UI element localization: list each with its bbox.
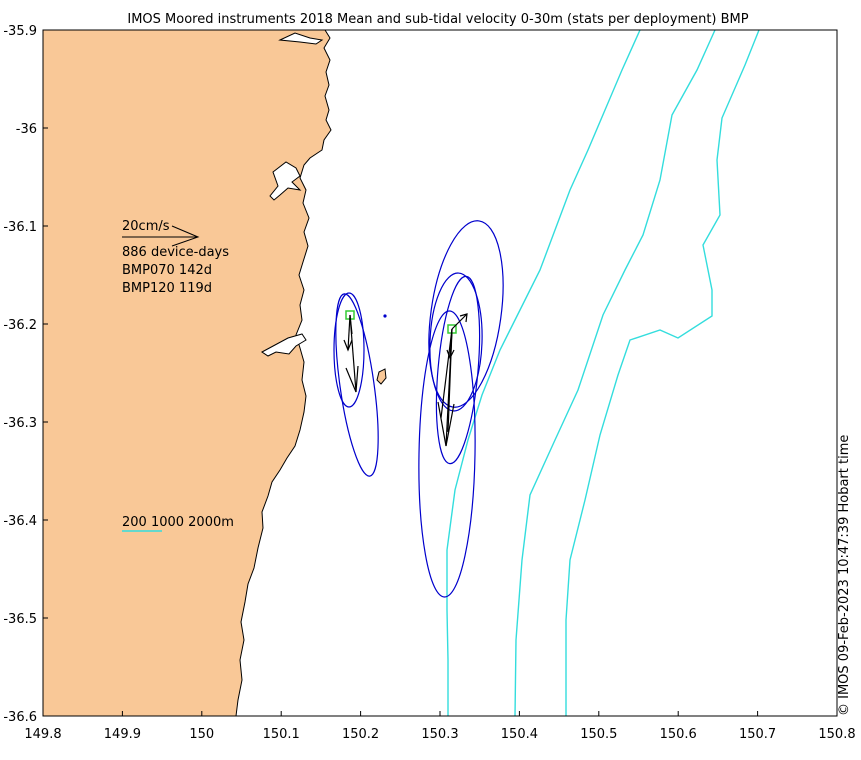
- estuary-south: [261, 333, 307, 357]
- arrow-bmp070-3-head: [345, 365, 359, 393]
- x-tick-label: 150.4: [501, 727, 538, 742]
- plot-area: 20cm/s 886 device-days BMP070 142d BMP12…: [42, 29, 838, 717]
- arrow-bmp120-1-head: [459, 313, 468, 323]
- isobath-1000m: [514, 29, 716, 717]
- estuary-north: [278, 32, 324, 45]
- arrow-bmp120-4: [447, 328, 453, 433]
- x-tick-label: 150: [189, 727, 214, 742]
- y-axis: -35.9 -36 -36.1 -36.2 -36.3 -36.4 -36.5 -36.6: [3, 24, 48, 725]
- station-label-2: BMP120 119d: [122, 281, 212, 296]
- isobath-200m: [446, 29, 641, 716]
- arrow-bmp070-1: [347, 314, 351, 351]
- ellipse-bmp070-a: [333, 292, 365, 408]
- observation-point: [383, 314, 387, 318]
- island: [376, 368, 387, 385]
- ellipse-bmp120-c: [435, 275, 481, 465]
- estuary-mid: [269, 161, 302, 201]
- ellipse-bmp070-b: [335, 293, 379, 477]
- y-tick-label: -36.4: [3, 514, 37, 529]
- device-days-label: 886 device-days: [122, 245, 229, 260]
- chart-title: IMOS Moored instruments 2018 Mean and su…: [127, 12, 748, 27]
- x-tick-label: 150.7: [739, 727, 776, 742]
- scale-legend: 20cm/s 886 device-days BMP070 142d BMP12…: [122, 219, 229, 296]
- isobath-legend-label: 200 1000 2000m: [122, 515, 234, 530]
- x-axis: 149.8 149.9 150 150.1 150.2 150.3 150.4 150.5 15…: [24, 711, 856, 742]
- x-tick-label: 149.8: [24, 727, 61, 742]
- arrow-bmp070-3: [349, 314, 357, 393]
- land-mass: [42, 29, 332, 717]
- x-tick-label: 150.2: [342, 727, 379, 742]
- station-label-1: BMP070 142d: [122, 263, 212, 278]
- y-tick-label: -35.9: [3, 24, 37, 39]
- ellipse-bmp120-b: [429, 272, 483, 412]
- x-tick-label: 150.8: [818, 727, 855, 742]
- timestamp: © IMOS 09-Feb-2023 10:47:39 Hobart time: [837, 435, 852, 716]
- velocity-arrows: [343, 313, 468, 447]
- arrow-bmp120-1: [451, 313, 468, 330]
- x-tick-label: 149.9: [104, 727, 141, 742]
- arrow-bmp070-1-head: [343, 339, 353, 352]
- scale-arrow-head: [171, 225, 200, 247]
- isobath-2000m: [565, 29, 760, 716]
- y-tick-label: -36.1: [3, 220, 37, 235]
- y-tick-label: -36.3: [3, 416, 37, 431]
- isobaths: [446, 29, 760, 717]
- x-tick-label: 150.3: [421, 727, 458, 742]
- x-tick-label: 150.6: [660, 727, 697, 742]
- y-tick-label: -36.5: [3, 612, 37, 627]
- scale-label: 20cm/s: [122, 219, 170, 234]
- isobath-legend: 200 1000 2000m: [122, 515, 234, 532]
- x-tick-label: 150.5: [580, 727, 617, 742]
- arrow-bmp120-5: [440, 328, 453, 419]
- y-tick-label: -36.6: [3, 710, 37, 725]
- y-tick-label: -36.2: [3, 318, 37, 333]
- y-tick-label: -36: [16, 122, 37, 137]
- ellipse-bmp120-d: [418, 310, 476, 598]
- x-tick-label: 150.1: [263, 727, 300, 742]
